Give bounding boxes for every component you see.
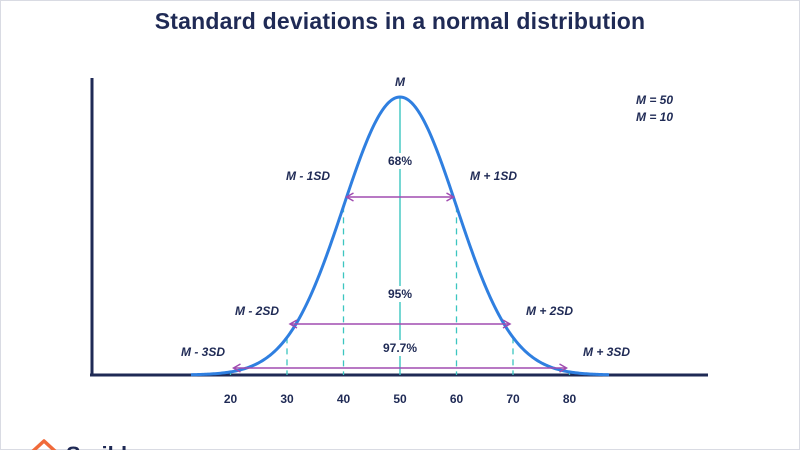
range-percentage-label: 97.7% [383,341,417,355]
range-label-bg [378,153,422,169]
range-label-bg [378,286,422,302]
x-tick-label: 70 [506,392,520,406]
sd-label: M + 1SD [470,169,517,183]
range-percentage-label: 95% [388,287,412,301]
range-percentage-label: 68% [388,154,412,168]
sd-label: M + 2SD [526,304,573,318]
range-arrow-right-head [446,192,456,202]
sd-label: M + 3SD [583,345,630,359]
x-tick-label: 60 [450,392,464,406]
x-tick-label: 40 [337,392,351,406]
x-tick-label: 20 [224,392,238,406]
range-arrow-left-head [344,192,354,202]
stat-label: M = 50 [636,93,673,107]
range-arrow-left-head [288,319,298,329]
stat-label: M = 10 [636,110,673,124]
distribution-curve [190,95,610,377]
sd-label: M - 2SD [235,304,279,318]
range-arrow-left-head [231,363,241,373]
range-arrow-right-head [559,363,569,373]
mean-label: M [395,75,406,89]
sd-label: M - 3SD [181,345,225,359]
brand-name: Scribbr [66,442,143,450]
sd-label: M - 1SD [286,169,330,183]
x-tick-label: 30 [280,392,294,406]
range-label-bg [378,340,422,356]
chart-title: Standard deviations in a normal distribu… [154,8,646,34]
range-arrow-right-head [502,319,512,329]
x-tick-label: 50 [393,392,407,406]
brand-logo-icon [31,439,57,450]
x-tick-label: 80 [563,392,577,406]
